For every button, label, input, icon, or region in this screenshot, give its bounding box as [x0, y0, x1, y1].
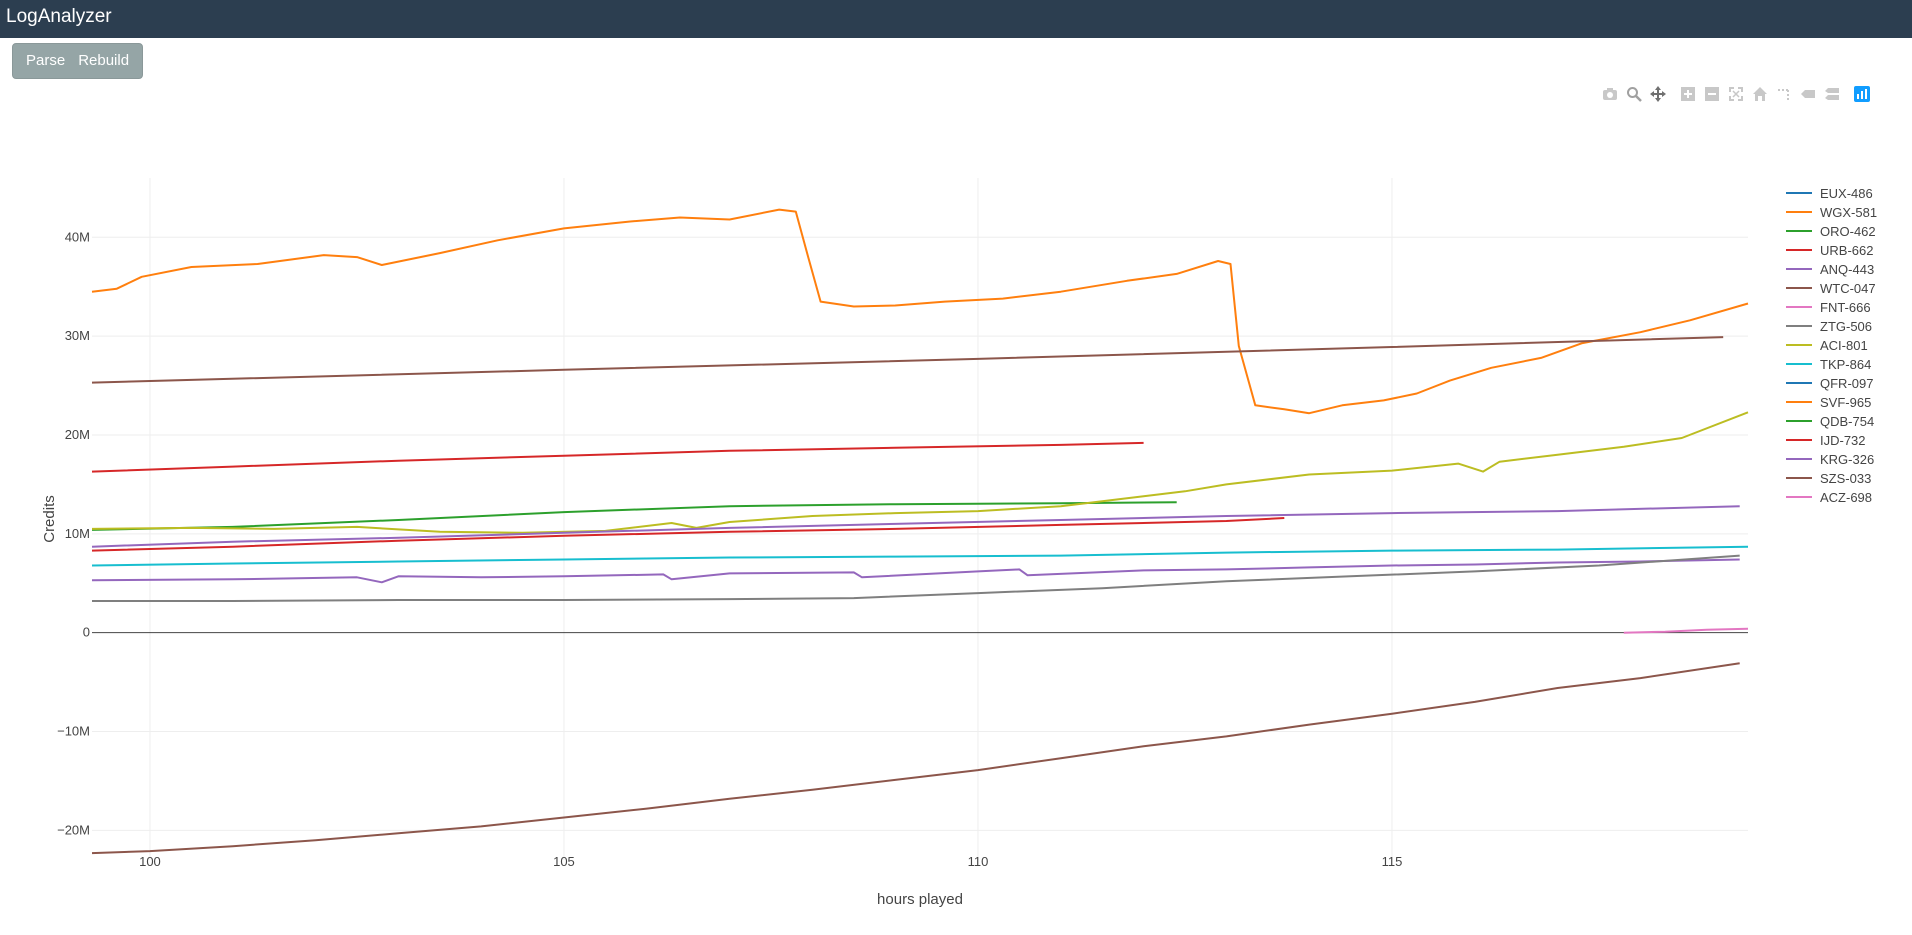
legend-item-label[interactable]: FNT-666 [1820, 300, 1871, 315]
legend-item-label[interactable]: KRG-326 [1820, 452, 1874, 467]
x-axis-title: hours played [877, 891, 963, 908]
x-tick-label: 100 [139, 854, 161, 869]
legend-item-label[interactable]: WGX-581 [1820, 205, 1877, 220]
legend-item-label[interactable]: TKP-864 [1820, 357, 1871, 372]
chart-modebar [1600, 84, 1876, 104]
series-line-szs-033[interactable] [91, 662, 1740, 855]
y-tick-label: 0 [83, 625, 90, 640]
hover-closest-icon[interactable] [1798, 84, 1818, 104]
x-tick-label: 115 [1382, 854, 1403, 869]
action-button-group: Parse Rebuild [12, 43, 144, 79]
legend-item-label[interactable]: IJD-732 [1820, 433, 1866, 448]
pan-icon[interactable] [1648, 84, 1668, 104]
parse-button[interactable]: Parse [26, 52, 66, 69]
rebuild-button[interactable]: Rebuild [78, 52, 130, 69]
legend-item-label[interactable]: QFR-097 [1820, 376, 1873, 391]
hover-compare-icon[interactable] [1822, 84, 1842, 104]
legend-item-label[interactable]: ORO-462 [1820, 224, 1876, 239]
series-line-ztg-506[interactable] [92, 554, 1740, 602]
autoscale-icon[interactable] [1726, 84, 1746, 104]
navbar: LogAnalyzer [0, 0, 1912, 38]
series-line-krg-326[interactable] [91, 505, 1740, 548]
zoom-out-icon[interactable] [1702, 84, 1722, 104]
series-line-aci-801[interactable] [91, 411, 1749, 534]
y-tick-label: −10M [57, 724, 90, 739]
series-line-wtc-047[interactable] [91, 336, 1724, 384]
series-line-wgx-581[interactable] [91, 208, 1749, 415]
camera-icon[interactable] [1600, 84, 1620, 104]
zoom-icon[interactable] [1624, 84, 1644, 104]
legend-item-label[interactable]: QDB-754 [1820, 414, 1874, 429]
y-tick-label: 10M [65, 526, 90, 541]
y-tick-label: 30M [65, 328, 90, 343]
app-title[interactable]: LogAnalyzer [6, 6, 112, 27]
reset-axes-icon[interactable] [1750, 84, 1770, 104]
legend-item-label[interactable]: ANQ-443 [1820, 262, 1874, 277]
series-line-fnt-666[interactable] [1623, 627, 1749, 634]
legend-item-label[interactable]: ACZ-698 [1820, 490, 1872, 505]
series-line-oro-462[interactable] [91, 501, 1177, 531]
y-tick-label: −20M [57, 822, 90, 837]
spike-lines-icon[interactable] [1774, 84, 1794, 104]
series-line-urb-662[interactable] [91, 441, 1144, 473]
legend-item-label[interactable]: EUX-486 [1820, 186, 1873, 201]
plotly-logo-icon[interactable] [1852, 84, 1872, 104]
legend-item-label[interactable]: ZTG-506 [1820, 319, 1872, 334]
legend-item-label[interactable]: SVF-965 [1820, 395, 1871, 410]
y-tick-label: 40M [65, 229, 90, 244]
legend-item-label[interactable]: SZS-033 [1820, 471, 1871, 486]
x-tick-label: 105 [553, 854, 575, 869]
legend-item-label[interactable]: WTC-047 [1820, 281, 1876, 296]
x-tick-label: 110 [968, 854, 989, 869]
legend-item-label[interactable]: ACI-801 [1820, 338, 1868, 353]
y-tick-label: 20M [65, 427, 90, 442]
zoom-in-icon[interactable] [1678, 84, 1698, 104]
y-axis-title: Credits [41, 495, 58, 543]
series-line-anq-443[interactable] [91, 558, 1740, 584]
series-line-tkp-864[interactable] [91, 545, 1749, 567]
series-line-ijd-732[interactable] [91, 517, 1285, 552]
legend-item-label[interactable]: URB-662 [1820, 243, 1873, 258]
